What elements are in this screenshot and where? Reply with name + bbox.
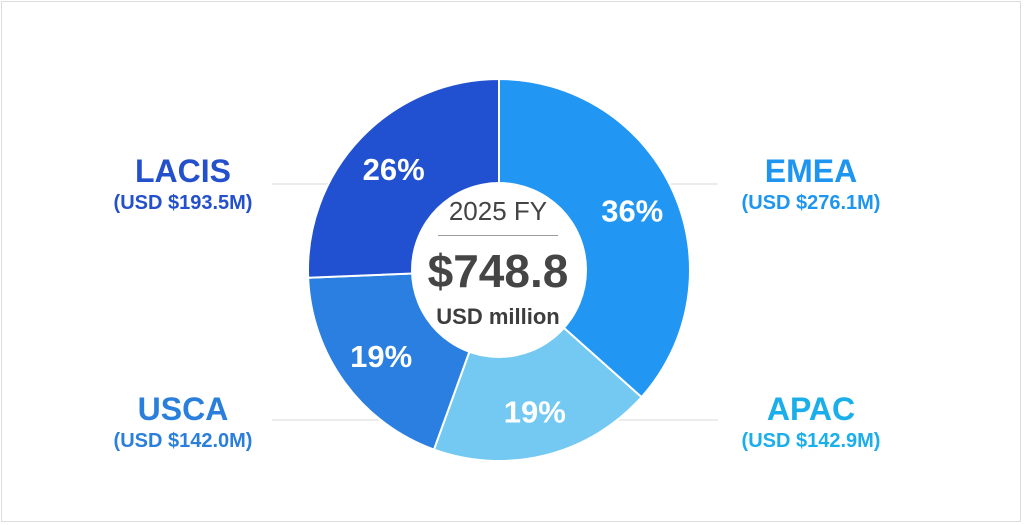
center-divider (438, 235, 558, 236)
region-name-apac: APAC (766, 391, 856, 427)
center-total: $748.8 (427, 245, 569, 297)
donut-hole (411, 182, 587, 358)
legend-emea: EMEA (USD $276.1M) (716, 152, 906, 216)
legend-lacis: LACIS (USD $193.5M) (88, 152, 278, 216)
region-value-lacis: (USD $193.5M) (113, 192, 253, 214)
slice-emea (498, 77, 691, 399)
percent-labels: 36% 19% 19% 26% (350, 152, 663, 430)
percent-label-emea: 36% (601, 193, 663, 228)
percent-label-apac: 19% (504, 395, 566, 430)
region-name-emea: EMEA (764, 153, 858, 189)
region-name-lacis: LACIS (135, 153, 231, 189)
region-name-usca: USCA (137, 391, 229, 427)
center-title: 2025 FY (448, 196, 548, 226)
percent-label-usca: 19% (350, 339, 412, 374)
legend-usca: USCA (USD $142.0M) (88, 390, 278, 454)
center-unit: USD million (436, 304, 560, 329)
region-value-emea: (USD $276.1M) (741, 192, 881, 214)
legend-apac: APAC (USD $142.9M) (716, 390, 906, 454)
region-value-usca: (USD $142.0M) (113, 430, 253, 452)
percent-label-lacis: 26% (363, 152, 425, 187)
region-value-apac: (USD $142.9M) (741, 430, 881, 452)
